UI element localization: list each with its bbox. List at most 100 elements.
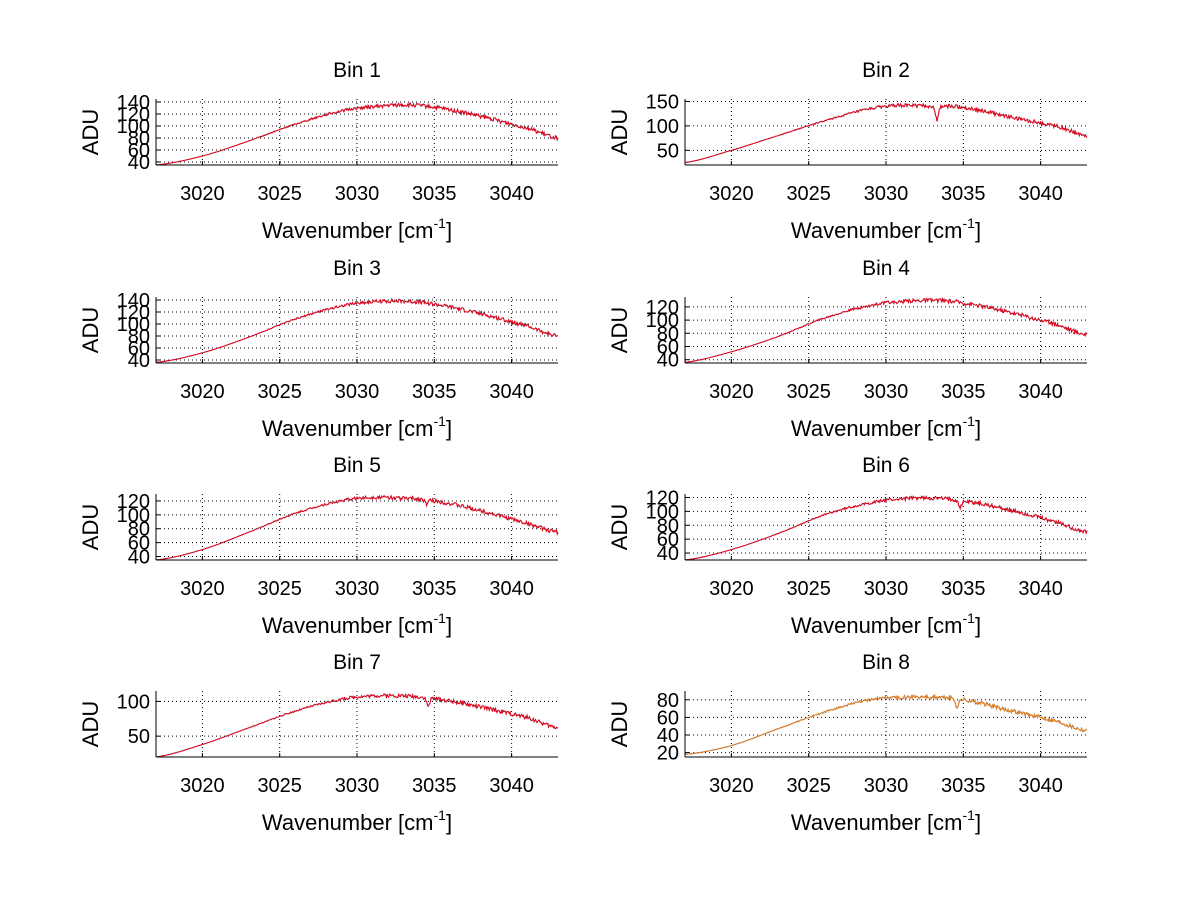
y-tick-label: 100 [646,116,679,138]
y-tick-label: 100 [117,314,150,336]
x-tick-label: 3040 [1018,381,1063,403]
y-axis-label: ADU [607,504,632,550]
subplot-title: Bin 2 [862,59,910,82]
x-tick-label: 3025 [786,775,831,797]
x-axis-label: Wavenumber [cm-1] [791,215,981,243]
subplot-title: Bin 7 [333,651,381,674]
x-tick-label: 3035 [412,578,457,600]
x-tick-label: 3040 [1018,775,1063,797]
x-tick-label: 3030 [335,578,380,600]
y-tick-label: 50 [657,140,679,162]
y-axis-label: ADU [607,109,632,155]
y-tick-label: 60 [657,529,679,551]
x-tick-label: 3035 [941,775,986,797]
x-tick-label: 3030 [335,381,380,403]
y-tick-label: 40 [128,547,150,569]
x-tick-label: 3025 [786,578,831,600]
y-tick-label: 140 [117,290,150,312]
x-tick-label: 3025 [257,381,302,403]
subplot-bin-7: 3020 3025 3030 3035 3040 50 100 Bin 7 Wavenumber… [78,651,559,835]
y-tick-label: 100 [117,116,150,138]
y-axis-label: ADU [78,109,103,155]
x-tick-label: 3020 [709,578,754,600]
y-tick-label: 80 [657,515,679,537]
series-line [155,102,559,166]
x-tick-label: 3040 [489,578,534,600]
y-tick-label: 40 [657,543,679,565]
x-tick-label: 3040 [1018,183,1063,205]
y-tick-label: 60 [128,338,150,360]
y-tick-label: 120 [117,104,150,126]
x-tick-label: 3035 [941,578,986,600]
x-tick-label: 3030 [864,775,909,797]
x-axis-label: Wavenumber [cm-1] [262,610,452,638]
x-tick-label: 3020 [180,183,225,205]
y-tick-label: 140 [117,92,150,114]
x-tick-label: 3020 [180,381,225,403]
y-tick-label: 60 [128,533,150,555]
x-tick-label: 3030 [864,183,909,205]
y-tick-label: 120 [646,487,679,509]
x-tick-label: 3035 [412,183,457,205]
x-axis-label: Wavenumber [cm-1] [791,807,981,835]
y-tick-label: 60 [128,140,150,162]
x-axis-label: Wavenumber [cm-1] [791,413,981,441]
y-tick-label: 50 [128,726,150,748]
y-tick-label: 80 [128,128,150,150]
series-line [684,296,1088,363]
series-line-secondary [155,297,559,363]
x-tick-label: 3025 [786,183,831,205]
x-tick-label: 3025 [786,381,831,403]
series-line [684,693,1088,755]
y-tick-label: 80 [128,519,150,541]
x-tick-label: 3020 [180,578,225,600]
x-tick-label: 3040 [489,183,534,205]
y-tick-label: 60 [657,337,679,359]
y-axis-label: ADU [78,307,103,353]
series-line [155,297,559,363]
y-axis-label: ADU [607,307,632,353]
y-tick-label: 80 [657,323,679,345]
x-tick-label: 3025 [257,578,302,600]
subplot-title: Bin 5 [333,454,381,477]
y-tick-label: 100 [646,501,679,523]
series-line-secondary [684,296,1088,363]
series-line [155,692,559,758]
y-tick-label: 80 [128,326,150,348]
x-tick-label: 3025 [257,775,302,797]
subplot-title: Bin 3 [333,257,381,280]
y-tick-label: 100 [117,505,150,527]
x-tick-label: 3020 [709,183,754,205]
subplot-title: Bin 8 [862,651,910,674]
x-tick-label: 3020 [180,775,225,797]
series-line-secondary [684,102,1088,164]
y-axis-label: ADU [607,701,632,747]
y-tick-label: 40 [657,350,679,372]
y-tick-label: 20 [657,743,679,765]
series-line [684,495,1088,561]
x-tick-label: 3035 [941,183,986,205]
x-tick-label: 3020 [709,775,754,797]
x-tick-label: 3040 [1018,578,1063,600]
x-tick-label: 3040 [489,381,534,403]
series-line [155,494,559,561]
y-tick-label: 120 [117,491,150,513]
y-tick-label: 40 [128,350,150,372]
y-tick-label: 120 [117,302,150,324]
x-tick-label: 3035 [412,775,457,797]
series-line [684,102,1088,164]
y-tick-label: 150 [646,91,679,113]
x-axis-label: Wavenumber [cm-1] [262,215,452,243]
y-tick-label: 80 [657,690,679,712]
x-tick-label: 3025 [257,183,302,205]
y-axis-label: ADU [78,504,103,550]
x-tick-label: 3030 [864,578,909,600]
